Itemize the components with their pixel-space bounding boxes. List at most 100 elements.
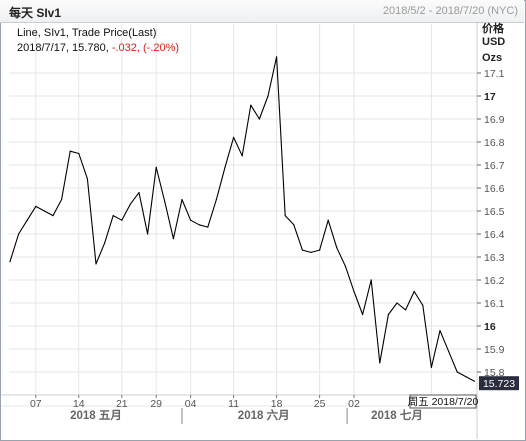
data-point [413, 290, 415, 293]
data-point [78, 152, 80, 155]
data-point [181, 198, 183, 201]
month-label: 2018 五月 [70, 409, 122, 422]
month-labels: 2018 五月 2018 六月 2018 七月 [70, 408, 423, 424]
data-point [190, 219, 192, 221]
y-tick-label: 16.1 [484, 298, 505, 310]
y-tick-label: 16.8 [484, 137, 505, 149]
x-axis-ticks: 07142129041118250216 [30, 395, 437, 410]
data-point [396, 302, 398, 304]
data-point [370, 279, 372, 281]
data-point [18, 233, 20, 235]
month-label: 2018 七月 [371, 408, 423, 422]
y-tick-label: 16.7 [484, 160, 505, 172]
y-tick-label: 17 [484, 91, 496, 103]
data-point [172, 238, 174, 240]
data-point [164, 201, 166, 203]
data-point [224, 166, 226, 168]
y-tick-label: 16.6 [484, 183, 505, 195]
month-label: 2018 六月 [238, 408, 290, 422]
data-point [336, 247, 338, 249]
data-point [155, 166, 157, 168]
data-point [344, 265, 346, 267]
cursor-date-label: 周五 2018/7/20 [408, 396, 479, 408]
data-point [465, 376, 467, 378]
y-tick-label: 16.4 [484, 229, 505, 241]
data-point [129, 203, 131, 205]
x-tick-label: 29 [150, 398, 162, 410]
overlays: 周五 2018/7/20 15.723 [408, 376, 519, 409]
last-price-label: 15.723 [483, 378, 515, 390]
cursor-date-box [409, 394, 477, 409]
legend-series-info: Line, SIv1, Trade Price(Last) [17, 27, 157, 39]
chart-title: 每天 SIv1 [9, 6, 62, 20]
data-point [405, 309, 407, 311]
title-bar: 每天 SIv1 2018/5/2 - 2018/7/20 (NYC) [0, 0, 524, 23]
data-point [207, 226, 209, 228]
x-tick-label: 04 [185, 398, 197, 410]
last-price-box [479, 376, 519, 391]
y-axis-ticks: 15.8 15.9 16 16.1 16.2 16.3 16.4 16.5 16.6 16.7 16… [477, 68, 505, 379]
x-tick-label: 02 [348, 398, 360, 410]
date-range: 2018/5/2 - 2018/7/20 (NYC) [382, 5, 518, 17]
data-point [241, 155, 243, 157]
y-tick-label: 16.9 [484, 114, 505, 126]
y-tick-label: 16 [484, 321, 496, 333]
y-tick-label: 17.1 [484, 68, 505, 80]
x-tick-label: 18 [271, 398, 283, 410]
y-tick-label: 16.3 [484, 252, 505, 264]
y-tick-label: 16.2 [484, 275, 505, 287]
data-point [353, 290, 355, 293]
x-tick-label: 25 [314, 398, 326, 410]
data-point [9, 261, 11, 263]
axes [1, 22, 478, 439]
series-line [9, 56, 475, 382]
data-point [112, 215, 114, 217]
y-header-unit: Ozs [482, 52, 503, 64]
data-point [233, 136, 235, 138]
data-point [473, 380, 475, 382]
grid-lines [9, 24, 477, 395]
data-point [456, 371, 458, 373]
x-tick-label: 11 [228, 398, 239, 410]
x-tick-label: 21 [116, 398, 128, 410]
data-point [301, 249, 303, 251]
data-point [86, 178, 88, 180]
data-point [104, 242, 106, 244]
data-point [52, 215, 54, 217]
data-point [379, 362, 381, 364]
y-tick-label: 15.8 [484, 367, 505, 379]
data-point [121, 219, 123, 221]
data-point [448, 350, 450, 352]
y-tick-label: 16.5 [484, 206, 505, 218]
data-point [439, 330, 441, 332]
data-point [387, 313, 389, 316]
legend-last-values-text: 2018/7/17, 15.780, [17, 42, 112, 54]
data-point [95, 263, 97, 265]
data-point [430, 366, 432, 368]
data-point [198, 224, 200, 226]
data-point [26, 219, 28, 221]
data-point [138, 192, 140, 194]
data-point [284, 215, 286, 217]
legend-change: -.032, (-.20%) [111, 42, 180, 54]
data-point [319, 249, 321, 251]
x-tick-label: 07 [30, 398, 42, 410]
data-point [327, 219, 329, 221]
series-layer [9, 56, 475, 382]
data-point [267, 95, 269, 97]
data-point [362, 313, 364, 316]
data-point [147, 233, 149, 235]
data-point [258, 118, 260, 120]
data-point [43, 210, 46, 212]
data-point [422, 304, 424, 306]
data-point [69, 150, 71, 152]
data-point [293, 224, 295, 226]
data-point [215, 198, 217, 201]
y-header-currency: USD [482, 36, 506, 48]
data-point [250, 104, 252, 106]
data-point [310, 251, 312, 253]
data-point [61, 198, 63, 201]
legend-last-values: 2018/7/17, 15.780, -.032, (-.20%) [17, 42, 179, 54]
y-header-price: 价格 [482, 23, 504, 35]
